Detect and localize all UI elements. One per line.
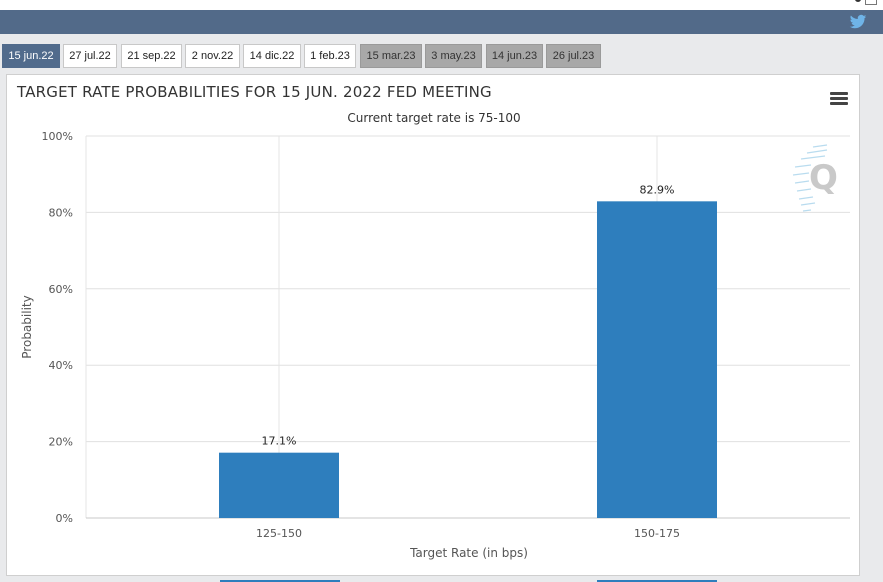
tab-27-jul-22[interactable]: 27 jul.22 (63, 44, 117, 68)
x-tick-label: 150-175 (634, 527, 680, 540)
hamburger-menu-icon[interactable] (830, 92, 848, 106)
window-control-dot (855, 0, 861, 2)
svg-text:Q: Q (809, 158, 838, 198)
next-chart-bar-edge (220, 580, 340, 582)
bar-layer (219, 201, 717, 518)
bar-150-175[interactable] (597, 201, 717, 518)
bar-125-150[interactable] (219, 452, 339, 518)
tab-15-mar-23[interactable]: 15 mar.23 (360, 44, 422, 68)
label-layer: 0% 20% 40% 60% 80% 100% 17.1% 125-150 82.9% 150-1… (42, 130, 680, 540)
tab-3-may-23[interactable]: 3 may.23 (425, 44, 482, 68)
twitter-icon[interactable] (849, 13, 867, 31)
x-tick-label: 125-150 (256, 527, 302, 540)
y-axis-title: Probability (20, 295, 34, 358)
probability-bar-chart: 0% 20% 40% 60% 80% 100% 17.1% 125-150 82.9% 150-1… (20, 130, 850, 560)
x-axis-title: Target Rate (in bps) (409, 546, 528, 560)
y-tick-label: 100% (42, 130, 73, 143)
bar-data-label: 17.1% (262, 435, 297, 448)
y-tick-label: 60% (49, 283, 73, 296)
below-strip (0, 576, 883, 582)
meeting-date-tabs: 15 jun.22 27 jul.22 21 sep.22 2 nov.22 1… (0, 34, 883, 72)
q-watermark-icon: Q (792, 144, 838, 212)
y-tick-label: 80% (49, 206, 73, 219)
next-chart-bar-edge (597, 580, 717, 582)
top-window-edge (0, 0, 883, 10)
tab-14-dic-22[interactable]: 14 dic.22 (243, 44, 301, 68)
window-control-box (865, 0, 877, 5)
chart-title: TARGET RATE PROBABILITIES FOR 15 JUN. 20… (17, 83, 492, 101)
tab-15-jun-22[interactable]: 15 jun.22 (2, 44, 60, 68)
grid-layer (85, 135, 850, 519)
tab-1-feb-23[interactable]: 1 feb.23 (304, 44, 356, 68)
y-tick-label: 40% (49, 359, 73, 372)
bar-data-label: 82.9% (640, 183, 675, 196)
chart-subtitle: Current target rate is 75-100 (347, 111, 521, 125)
tab-14-jun-23[interactable]: 14 jun.23 (486, 44, 543, 68)
chart-panel: TARGET RATE PROBABILITIES FOR 15 JUN. 20… (6, 74, 860, 576)
tab-2-nov-22[interactable]: 2 nov.22 (185, 44, 240, 68)
y-tick-label: 0% (56, 512, 73, 525)
y-tick-label: 20% (49, 436, 73, 449)
tab-26-jul-23[interactable]: 26 jul.23 (546, 44, 601, 68)
header-bar (0, 10, 883, 34)
tab-21-sep-22[interactable]: 21 sep.22 (121, 44, 182, 68)
